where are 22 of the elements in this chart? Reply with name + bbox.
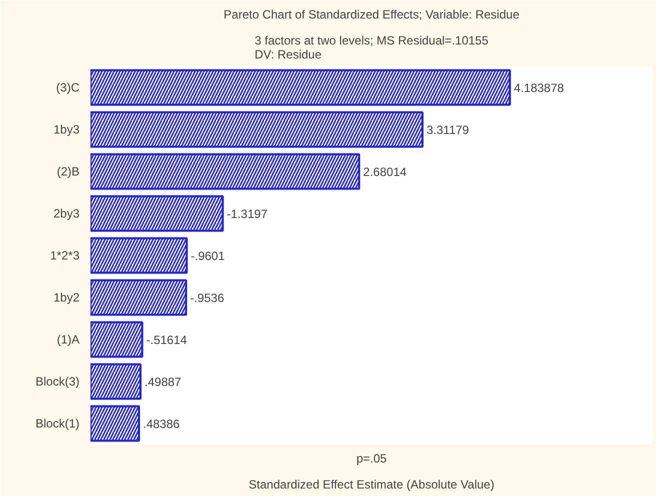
annotation: -.9536 (190, 291, 224, 305)
y-tick-label: (2)B (56, 164, 80, 178)
y-tick-label: 1by2 (53, 290, 80, 304)
chart-title: Pareto Chart of Standardized Effects; Variable: Residue (224, 8, 520, 22)
x-axis-title: Standardized Effect Estimate (Absolute Value) (248, 478, 494, 492)
y-tick-label: (3)C (56, 80, 80, 94)
text: p=.05 (356, 452, 388, 466)
data-label: .49887 (144, 375, 182, 389)
y-tick-label: 1*2*3 (50, 248, 80, 262)
annotation: -.51614 (146, 333, 188, 347)
y-tick-label: 2by3 (53, 206, 80, 220)
y-tick-label: (1)A (56, 332, 80, 346)
y-tick-label: Block(3) (35, 374, 80, 388)
data-label: .48386 (143, 417, 180, 431)
y-tick-label: 1by3 (53, 122, 80, 136)
data-label: 3.31179 (426, 123, 470, 137)
annotation: -.9601 (190, 249, 226, 263)
data-label: 2.68014 (363, 165, 407, 179)
data-label: 4.183878 (514, 81, 564, 95)
annotation: -1.3197 (226, 207, 268, 221)
y-tick-label: Block(1) (35, 416, 80, 430)
chart-subtitle: 3 factors at two levels; MS Residual=.10155 DV: Residue (254, 34, 489, 62)
